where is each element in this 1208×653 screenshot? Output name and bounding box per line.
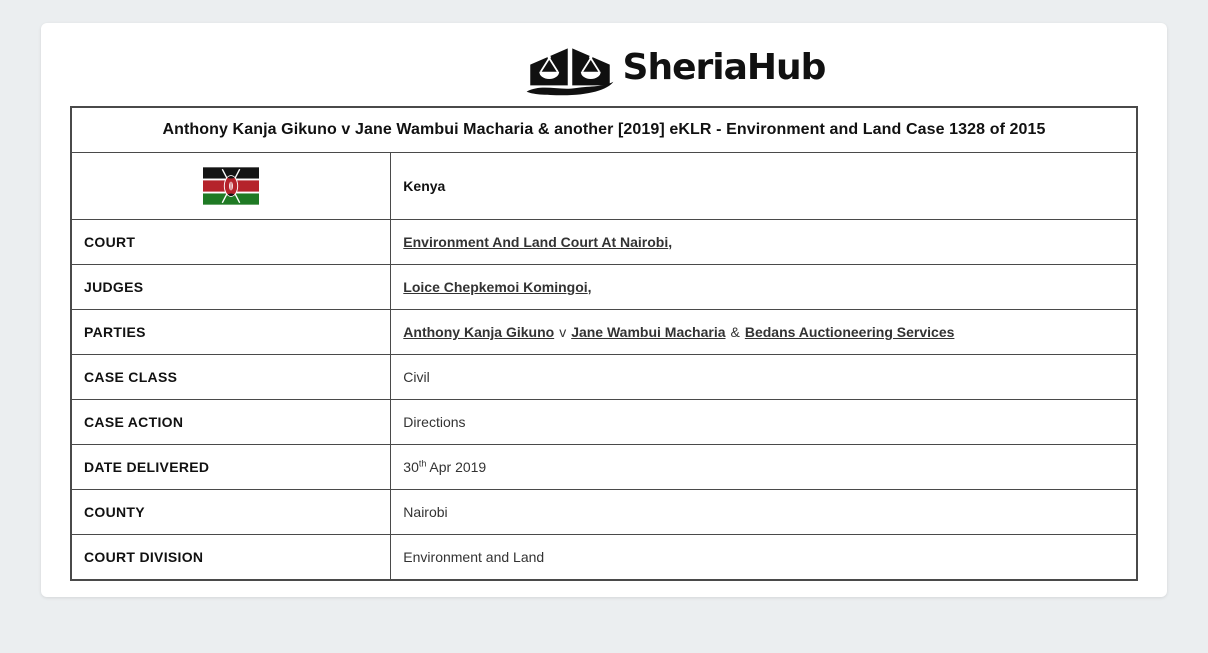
date-ordinal: th [418, 458, 427, 469]
case-action-value: Directions [390, 399, 1138, 445]
parties-value: Anthony Kanja Gikuno v Jane Wambui Machari… [390, 309, 1138, 355]
country-name: Kenya [390, 152, 1138, 220]
court-suffix: , [668, 234, 673, 250]
judges-suffix: , [587, 279, 592, 295]
date-delivered-value: 30th Apr 2019 [390, 444, 1138, 490]
sheriahub-logo[interactable]: SheriaHub [523, 41, 826, 99]
brand-name: SheriaHub [622, 47, 827, 88]
date-day: 30 [403, 459, 419, 475]
judges-row: JUDGES Loice Chepkemoi Komingoi, [70, 264, 1138, 310]
parties-label: PARTIES [70, 309, 392, 355]
court-division-label: COURT DIVISION [70, 534, 392, 581]
judges-value: Loice Chepkemoi Komingoi, [390, 264, 1138, 310]
parties-row: PARTIES Anthony Kanja Gikuno v Jane Wambui… [70, 309, 1138, 355]
kenya-flag-icon [203, 167, 260, 205]
case-details-table: Anthony Kanja Gikuno v Jane Wambui Macha… [70, 106, 1138, 581]
case-card: SheriaHub Anthony Kanja Gikuno v Jane Wa… [41, 23, 1167, 597]
party2-link[interactable]: Jane Wambui Macharia [571, 324, 726, 340]
court-value: Environment And Land Court At Nairobi, [390, 219, 1138, 265]
case-class-label: CASE CLASS [70, 354, 392, 400]
judges-label: JUDGES [70, 264, 392, 310]
country-row: Kenya [70, 152, 1138, 220]
case-action-label: CASE ACTION [70, 399, 392, 445]
judge-link[interactable]: Loice Chepkemoi Komingoi [403, 279, 588, 295]
date-month-year: Apr 2019 [429, 459, 487, 475]
party1-link[interactable]: Anthony Kanja Gikuno [403, 324, 555, 340]
flag-cell [70, 152, 392, 220]
date-delivered-label: DATE DELIVERED [70, 444, 392, 490]
county-row: COUNTY Nairobi [70, 489, 1138, 535]
case-action-row: CASE ACTION Directions [70, 399, 1138, 445]
court-label: COURT [70, 219, 392, 265]
case-class-row: CASE CLASS Civil [70, 354, 1138, 400]
court-link[interactable]: Environment And Land Court At Nairobi [403, 234, 669, 250]
case-title: Anthony Kanja Gikuno v Jane Wambui Macha… [70, 106, 1138, 153]
county-value: Nairobi [390, 489, 1138, 535]
parties-separator-v: v [559, 324, 567, 340]
title-row: Anthony Kanja Gikuno v Jane Wambui Macha… [70, 106, 1138, 153]
case-class-value: Civil [390, 354, 1138, 400]
court-division-value: Environment and Land [390, 534, 1138, 581]
court-row: COURT Environment And Land Court At Nair… [70, 219, 1138, 265]
county-label: COUNTY [70, 489, 392, 535]
party3-link[interactable]: Bedans Auctioneering Services [744, 324, 955, 340]
court-division-row: COURT DIVISION Environment and Land [70, 534, 1138, 581]
date-delivered-row: DATE DELIVERED 30th Apr 2019 [70, 444, 1138, 490]
scales-of-justice-icon [523, 42, 617, 98]
parties-separator-amp: & [730, 324, 740, 340]
